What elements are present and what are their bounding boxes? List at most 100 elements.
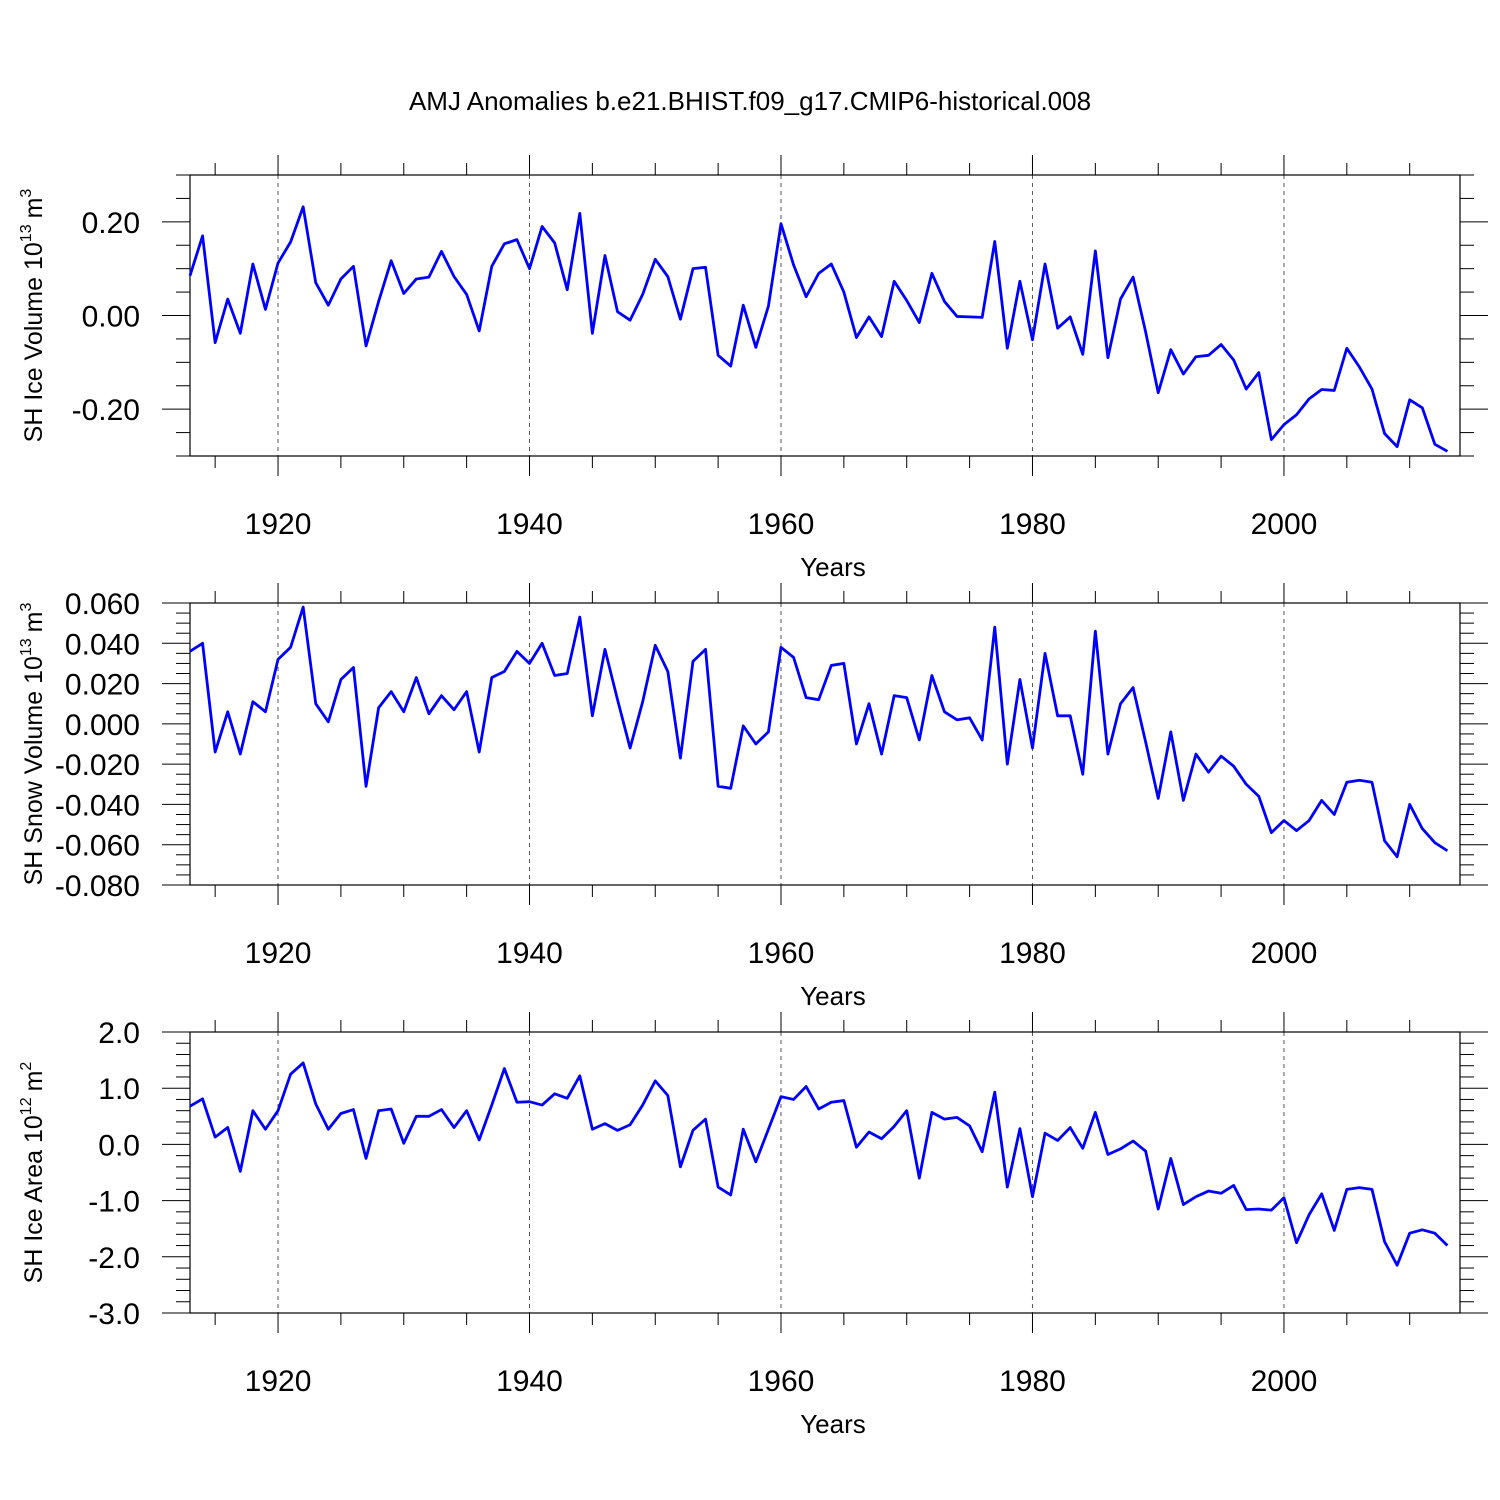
y-axis-label-main: SH Ice Volume 10 [20,242,48,442]
data-point [201,642,203,644]
data-point [1232,1184,1234,1186]
data-point [1446,850,1448,852]
data-point [302,206,304,208]
data-point [214,751,216,753]
figure-title: AMJ Anomalies b.e21.BHIST.f09_g17.CMIP6-… [409,86,1091,116]
data-point [340,278,342,280]
y-tick-label: 1.0 [98,1073,140,1106]
plot-frame [189,602,1461,886]
data-point [566,289,568,291]
data-point [692,660,694,662]
series-line [189,1061,1449,1267]
data-point [403,1142,405,1144]
data-point [1295,829,1297,831]
data-point [654,644,656,646]
data-point [516,1101,518,1103]
data-point [667,1094,669,1096]
data-point [1220,1192,1222,1194]
data-point [340,1112,342,1114]
data-point [1308,1213,1310,1215]
data-point [893,694,895,696]
y-tick-label: 0.020 [65,669,140,702]
data-point [440,1108,442,1110]
data-point [818,272,820,274]
x-axis-label: Years [800,552,866,582]
data-point [717,354,719,356]
data-point [528,662,530,664]
data-point [906,696,908,698]
data-point [1270,831,1272,833]
data-point [704,266,706,268]
y-axis-label-exponent: 13 [18,224,35,242]
data-point [227,298,229,300]
data-point [1069,1126,1071,1128]
data-point [528,1100,530,1102]
data-point [1094,250,1096,252]
data-point [855,743,857,745]
data-point [742,725,744,727]
data-point [403,711,405,713]
y-axis-label-main: SH Ice Area 10 [20,1115,48,1283]
data-point [1320,799,1322,801]
data-point [252,701,254,703]
x-tick-label: 1940 [496,937,563,970]
y-axis-label-exponent: 13 [18,638,35,656]
data-point [956,315,958,317]
data-point [1283,1197,1285,1199]
data-point [1232,765,1234,767]
data-point [1383,839,1385,841]
data-point [1220,343,1222,345]
data-point [629,319,631,321]
x-tick-label: 1980 [999,937,1066,970]
data-point [1371,781,1373,783]
data-point [365,345,367,347]
data-point [1132,686,1134,688]
data-point [767,731,769,733]
data-point [1207,1190,1209,1192]
y-axis-label-unit-exponent: 2 [18,1062,35,1071]
data-point [943,1118,945,1120]
y-tick-label: 0.20 [82,207,140,240]
data-point [906,1109,908,1111]
data-point [1107,356,1109,358]
y-axis-label: SH Snow Volume 1013 m3 [18,602,48,885]
data-point [478,330,480,332]
data-point [1031,339,1033,341]
data-point [805,296,807,298]
data-point [1232,359,1234,361]
data-point [641,293,643,295]
data-point [340,678,342,680]
data-point [1107,753,1109,755]
data-point [377,300,379,302]
x-tick-label: 1940 [496,508,563,541]
data-point [465,1109,467,1111]
data-point [252,263,254,265]
series-line [189,605,1449,859]
data-point [780,223,782,225]
data-point [1421,1229,1423,1231]
data-point [780,1095,782,1097]
data-point [390,260,392,262]
y-axis-label-unit: m [20,1071,48,1092]
data-point [818,698,820,700]
data-point [1220,755,1222,757]
chart-panel-2: 1920 1940 1960 1980 2000 -0.080 -0.060 -0.040 -0… [18,583,1488,1011]
data-point [1195,1195,1197,1197]
data-point [1069,316,1071,318]
data-point [704,648,706,650]
x-axis-label: Years [800,1409,866,1439]
data-point [1333,1229,1335,1231]
y-tick-label: 0.060 [65,588,140,621]
data-point [579,616,581,618]
data-point [1119,298,1121,300]
data-point [855,336,857,338]
data-point [692,267,694,269]
data-point [1019,678,1021,680]
data-point [943,300,945,302]
data-point [541,1104,543,1106]
data-point [818,1108,820,1110]
x-tick-label: 2000 [1251,508,1318,541]
data-point [1396,856,1398,858]
data-point [289,1073,291,1075]
data-point [453,1126,455,1128]
